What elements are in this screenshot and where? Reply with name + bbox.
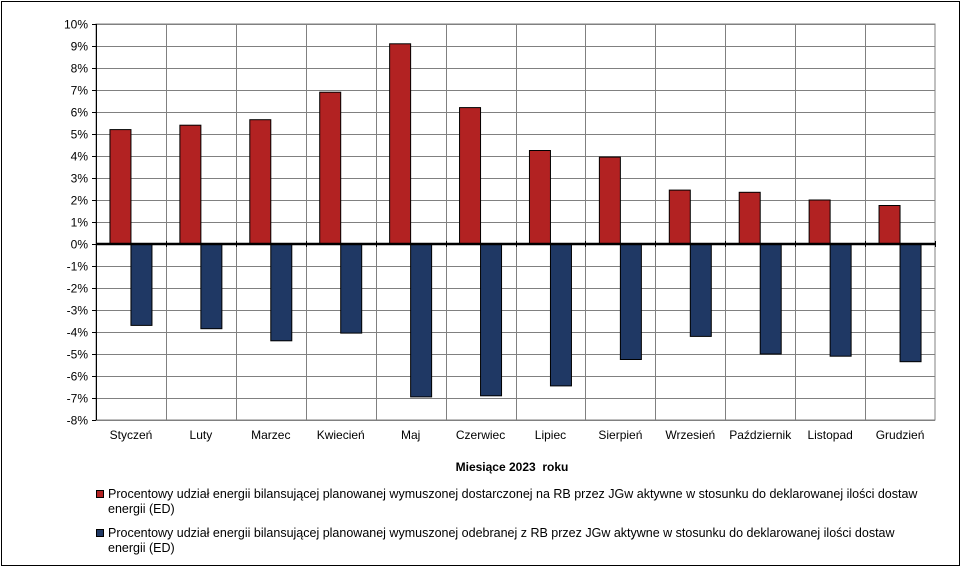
bar-received-10 [759,243,782,355]
y-tick-label: 5% [71,128,89,142]
x-tick-label: Maj [401,428,420,442]
y-tick-label: 3% [71,172,89,186]
x-tick-label: Listopad [807,428,852,442]
bar-delivered-9 [668,189,691,245]
legend-swatch-delivered [96,490,104,498]
y-tick-label: 0% [71,238,89,252]
bar-delivered-11 [808,199,831,245]
axes [92,24,936,421]
bar-delivered-5 [389,43,412,245]
y-tick-label: 9% [71,40,89,54]
bar-received-1 [130,243,153,326]
bar-received-6 [480,243,503,397]
x-tick-label: Grudzień [876,428,925,442]
y-tick-label: -2% [67,282,89,296]
bar-delivered-10 [738,191,761,245]
legend-swatch-received [96,529,104,537]
bar-delivered-2 [179,124,202,245]
x-tick-label: Czerwiec [456,428,505,442]
bar-received-7 [549,243,572,387]
x-tick-label: Styczeń [110,428,153,442]
bars [109,43,922,398]
bar-received-4 [340,243,363,334]
y-tick-label: -6% [67,370,89,384]
legend-label-received: Procentowy udział energii bilansującej p… [108,526,895,555]
bar-received-9 [689,243,712,337]
bar-received-11 [829,243,852,357]
bar-delivered-1 [109,129,132,245]
bar-received-12 [899,243,922,363]
y-tick-label: -1% [67,260,89,274]
y-tick-label: 2% [71,194,89,208]
bar-delivered-7 [528,150,551,245]
bar-delivered-4 [319,91,342,245]
y-tick-label: 4% [71,150,89,164]
y-tick-label: -4% [67,326,89,340]
x-tick-label: Sierpień [598,428,642,442]
bar-received-3 [270,243,293,342]
y-tick-label: 6% [71,106,89,120]
bar-received-8 [619,243,642,360]
bar-received-5 [410,243,433,398]
x-tick-label: Wrzesień [665,428,715,442]
y-tick-label: 8% [71,62,89,76]
y-tick-label: -3% [67,304,89,318]
y-tick-label: -5% [67,348,89,362]
x-tick-label: Marzec [251,428,290,442]
x-tick-label: Luty [190,428,213,442]
bar-delivered-12 [878,205,901,245]
y-tick-label: -7% [67,392,89,406]
x-tick-label: Październik [729,428,792,442]
bar-delivered-3 [249,119,272,245]
y-tick-label: -8% [67,414,89,428]
x-tick-label: Lipiec [535,428,566,442]
bar-delivered-6 [459,107,482,245]
y-tick-label: 10% [64,18,88,32]
tick-labels: -8% -7% -6% -5% -4% -3% -2% -1% 0% 1% 2% 3% 4% 5% 6% 7%… [64,18,924,443]
bar-delivered-8 [598,156,621,245]
bar-received-2 [200,243,223,330]
x-tick-label: Kwiecień [317,428,365,442]
gridlines [95,23,936,421]
x-axis-title: Miesiące 2023 roku [456,460,569,474]
y-tick-label: 7% [71,84,89,98]
y-tick-label: 1% [71,216,89,230]
legend-label-delivered: Procentowy udział energii bilansującej p… [108,487,918,516]
